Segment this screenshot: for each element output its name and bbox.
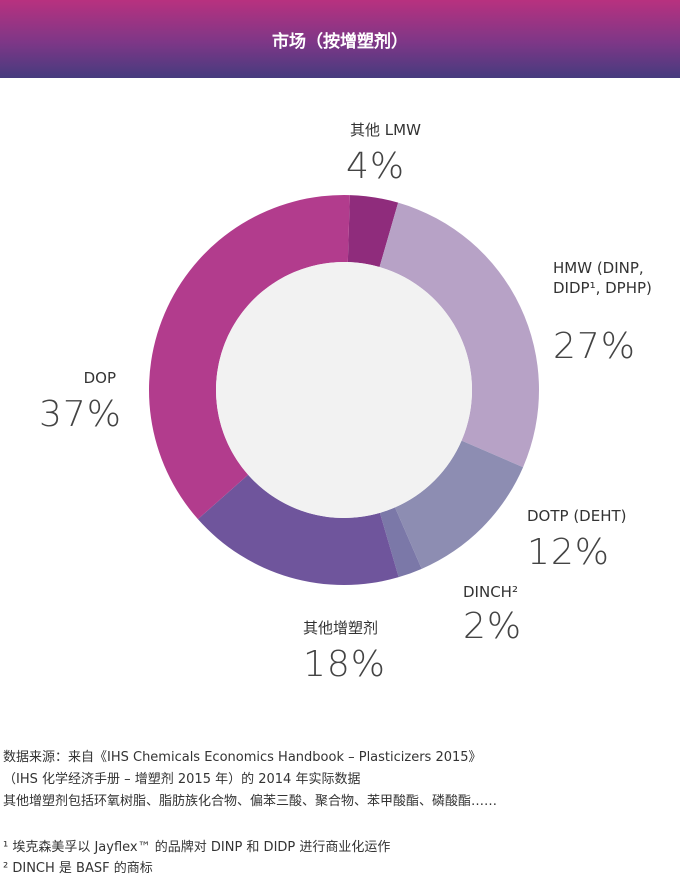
segment-label: 其他增塑剂 — [303, 619, 379, 637]
value-label: 18% — [303, 644, 387, 685]
footnote: ¹ 埃克森美孚以 Jayflex™ 的品牌对 DINP 和 DIDP 进行商业化… — [3, 840, 391, 855]
segment-label: DOP — [83, 369, 116, 387]
segment-label: DINCH² — [463, 583, 518, 601]
segment-label: HMW (DINP, DIDP¹, DPHP) — [553, 259, 652, 297]
donut-segment — [379, 507, 422, 578]
chart — [149, 195, 540, 585]
value-label: 12% — [527, 532, 611, 573]
donut-segment — [379, 202, 540, 468]
value-label: 4% — [346, 146, 406, 187]
value-label: 37% — [38, 394, 122, 435]
value-label: 27% — [553, 326, 637, 367]
donut-segment — [395, 440, 524, 569]
donut-segment — [197, 474, 399, 585]
header — [0, 0, 680, 78]
segment-label: DOTP (DEHT) — [527, 507, 627, 525]
source-note: 其他增塑剂包括环氧树脂、脂肪族化合物、偏苯三酸、聚合物、苯甲酸酯、磷酸酯…… — [3, 794, 498, 809]
donut-segment — [347, 195, 399, 268]
source-note: （IHS 化学经济手册 – 增塑剂 2015 年）的 2014 年实际数据 — [3, 772, 361, 787]
donut-segment — [149, 195, 350, 520]
source-note: 数据来源：来自《IHS Chemicals Economics Handbook… — [3, 750, 482, 765]
value-label: 2% — [463, 606, 523, 647]
donut-hole — [216, 262, 472, 518]
chart-title: 市场（按增塑剂） — [272, 32, 408, 52]
segment-label: 其他 LMW — [350, 121, 421, 139]
footnote: ² DINCH 是 BASF 的商标 — [3, 861, 153, 876]
